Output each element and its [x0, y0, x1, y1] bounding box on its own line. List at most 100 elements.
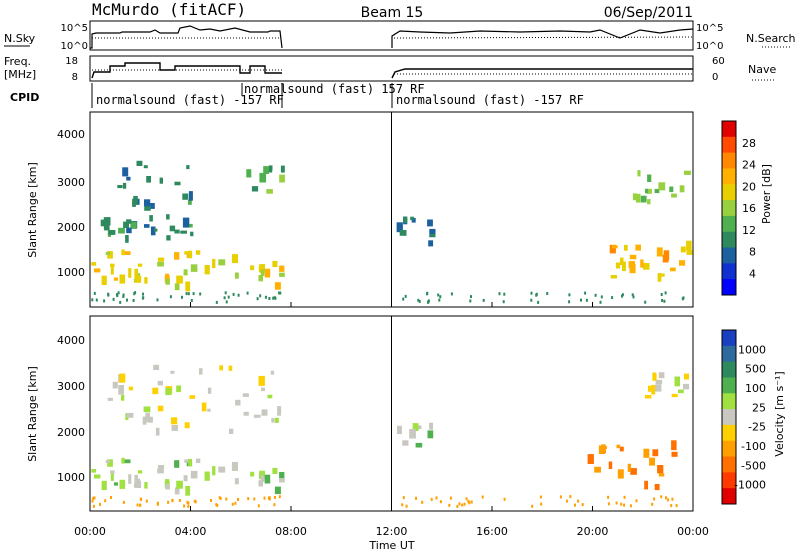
power-cell [204, 265, 210, 275]
colorbar-swatch [722, 184, 736, 201]
velocity-ground-cell [216, 503, 219, 507]
velocity-cell [207, 408, 211, 412]
power-cell [176, 275, 183, 284]
power-cell [144, 204, 151, 211]
power-ytick-1000: 1000 [57, 266, 85, 279]
power-cell [212, 258, 216, 269]
power-ground-cell [498, 292, 501, 296]
power-ground-cell [600, 295, 603, 299]
velocity-ytick-3000: 3000 [57, 380, 85, 393]
velocity-ground-cell [257, 504, 260, 508]
power-ytick-3000: 3000 [57, 176, 85, 189]
velocity-ground-cell [531, 504, 534, 508]
power-cell [679, 185, 685, 193]
velocity-ground-cell [178, 499, 181, 502]
power-cell [126, 219, 132, 224]
colorbar-swatch [722, 247, 736, 264]
velocity-panel: 4000 3000 2000 1000 Slant Range [km] [26, 315, 694, 512]
velocity-ground-cell [615, 501, 618, 505]
velocity-cell [279, 478, 285, 483]
power-ground-cell [418, 299, 421, 303]
velocity-cell [274, 486, 281, 495]
power-ground-cell [584, 291, 587, 295]
power-ground-cell [427, 299, 430, 303]
colorbar-swatch [722, 168, 736, 185]
velocity-ground-cell [122, 500, 125, 504]
power-cell [260, 269, 265, 276]
colorbar-swatch [722, 279, 736, 296]
power-ground-cell [631, 293, 634, 297]
velocity-cell [671, 393, 678, 398]
power-cell [657, 273, 662, 282]
colorbar-swatch [722, 121, 736, 138]
power-cell [403, 216, 408, 224]
velocity-ground-cell [253, 497, 256, 501]
velocity-cell [107, 397, 113, 401]
power-ground-cell [580, 298, 582, 302]
power-ground-cell [225, 300, 228, 304]
power-cell [149, 215, 153, 222]
power-cell [259, 264, 265, 273]
freq-label-1: Freq. [4, 55, 31, 68]
colorbar-tick: 100 [745, 382, 766, 395]
velocity-ground-cell [225, 497, 228, 501]
velocity-cell [190, 470, 198, 479]
power-ylabel: Slant Range [km] [26, 162, 39, 258]
velocity-ground-cell [565, 499, 568, 503]
power-cell [234, 272, 239, 279]
power-ground-cell [93, 291, 96, 295]
velocity-cell [678, 389, 684, 394]
power-cell [267, 168, 273, 173]
power-cell [118, 227, 125, 234]
power-ground-cell [103, 299, 106, 303]
freq-tick-top: 18 [65, 56, 78, 67]
colorbar-tick: 16 [742, 202, 756, 215]
velocity-ground-cell [448, 503, 451, 507]
velocity-cell [412, 423, 419, 431]
power-cell [183, 269, 188, 276]
velocity-cell [189, 395, 195, 399]
power-cell [645, 188, 649, 194]
power-ground-cell [95, 298, 98, 302]
power-cell [165, 278, 170, 285]
power-cell [637, 170, 641, 177]
colorbar-tick: -500 [741, 459, 766, 472]
velocity-cell [658, 372, 665, 379]
velocity-cell [258, 480, 263, 487]
power-cell [609, 244, 616, 254]
velocity-cell [608, 461, 613, 469]
power-cell [182, 217, 190, 228]
velocity-cell [228, 365, 233, 371]
velocity-ground-cell [231, 502, 234, 506]
nsky-tick-bottom: 10^0 [61, 41, 88, 52]
power-ground-cell [132, 299, 135, 302]
velocity-ground-cell [559, 495, 562, 499]
velocity-colorbar: Velocity [m s⁻¹] 1000 500 100 25 -25 -100 -500… [721, 329, 786, 505]
velocity-cell [145, 412, 150, 422]
power-ground-cell [530, 298, 533, 302]
power-cell [166, 235, 171, 241]
power-cell [186, 165, 190, 170]
power-cell [218, 259, 226, 266]
power-cell [629, 263, 636, 274]
velocity-ground-cell [219, 496, 222, 500]
power-ground-cell [644, 300, 647, 304]
nsearch-trace [92, 36, 694, 39]
velocity-cell [259, 470, 265, 480]
velocity-cell [184, 459, 190, 463]
velocity-cell [242, 393, 249, 397]
power-cell [642, 263, 650, 270]
power-cell [174, 229, 180, 234]
velocity-cell [153, 364, 160, 370]
power-cell [154, 228, 158, 232]
power-cell [646, 188, 652, 194]
power-cell [122, 182, 127, 189]
xlabel: Time UT [368, 539, 414, 552]
power-cell [679, 260, 686, 266]
power-cell [258, 275, 263, 282]
velocity-cell [235, 399, 241, 406]
velocity-cell [260, 475, 265, 482]
power-ground-cell [426, 291, 429, 295]
velocity-cell [277, 406, 282, 416]
